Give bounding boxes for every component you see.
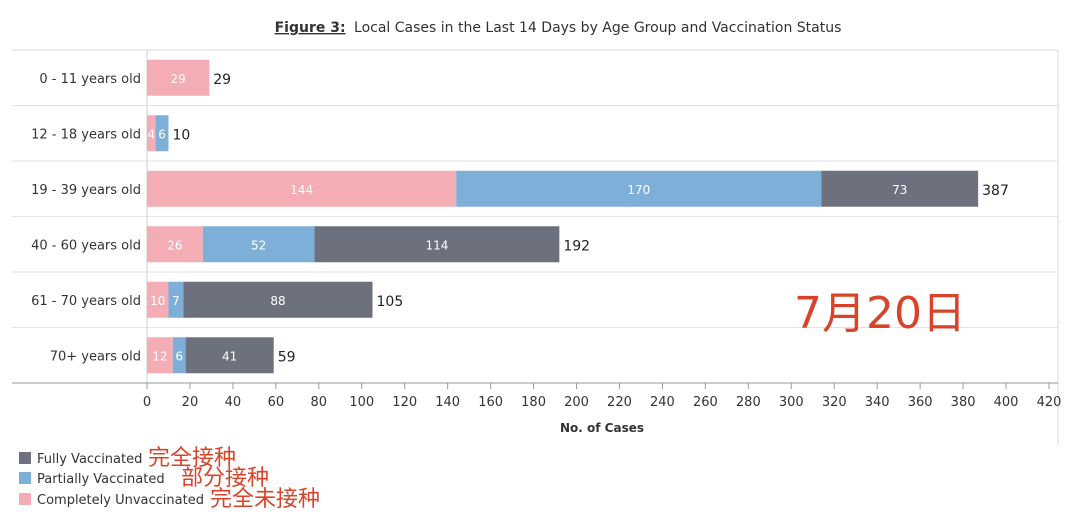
bar-segment-label: 170 bbox=[627, 183, 650, 197]
legend-label: Partially Vaccinated bbox=[37, 472, 165, 487]
bar-segment bbox=[147, 226, 203, 263]
x-tick-label: 340 bbox=[865, 395, 890, 410]
x-tick-label: 300 bbox=[779, 395, 804, 410]
bar-segment-label: 26 bbox=[167, 238, 182, 252]
category-label: 70+ years old bbox=[50, 349, 141, 364]
bar-segment bbox=[456, 170, 822, 207]
bar-segment bbox=[147, 281, 169, 318]
bar-segment-label: 12 bbox=[152, 349, 167, 363]
bar-total-label: 105 bbox=[377, 294, 404, 310]
x-tick-label: 80 bbox=[311, 395, 328, 410]
category-label: 40 - 60 years old bbox=[31, 238, 141, 253]
x-tick-label: 60 bbox=[268, 395, 285, 410]
legend-annotation: 部分接种 bbox=[181, 466, 269, 491]
bar-segment bbox=[147, 170, 457, 207]
bar-segment bbox=[314, 226, 560, 263]
x-tick-label: 260 bbox=[693, 395, 718, 410]
plot-area: 0 20 40 60 80 100 120 140 160 180 200 220 240 260 280 3… bbox=[12, 49, 1062, 445]
x-tick-label: 160 bbox=[478, 395, 503, 410]
bar-segment bbox=[172, 337, 186, 374]
bar-segment-label: 4 bbox=[147, 127, 155, 141]
bar-segment bbox=[147, 59, 210, 96]
x-tick-label: 100 bbox=[349, 395, 374, 410]
x-tick-label: 400 bbox=[994, 395, 1019, 410]
bar-segment-label: 41 bbox=[222, 349, 237, 363]
x-tick-label: 420 bbox=[1037, 395, 1062, 410]
x-tick-label: 220 bbox=[607, 395, 632, 410]
category-label: 0 - 11 years old bbox=[39, 72, 141, 87]
bar-segment-label: 73 bbox=[892, 183, 907, 197]
chart-title: Figure 3: Local Cases in the Last 14 Day… bbox=[275, 20, 842, 36]
bar-segment bbox=[202, 226, 315, 263]
bar-segment-label: 6 bbox=[175, 349, 183, 363]
legend-label: Fully Vaccinated bbox=[37, 452, 142, 467]
category-label: 12 - 18 years old bbox=[31, 127, 141, 142]
bar-segment-label: 10 bbox=[150, 294, 165, 308]
legend-annotation: 完全接种 bbox=[148, 446, 236, 471]
x-tick-label: 240 bbox=[650, 395, 675, 410]
bar-segment bbox=[821, 170, 979, 207]
bar-segment bbox=[183, 281, 373, 318]
x-tick-label: 140 bbox=[435, 395, 460, 410]
bar-segment-label: 7 bbox=[172, 294, 180, 308]
x-tick-label: 380 bbox=[951, 395, 976, 410]
x-tick-label: 200 bbox=[564, 395, 589, 410]
x-tick-label: 360 bbox=[908, 395, 933, 410]
legend-annotation: 完全未接种 bbox=[210, 487, 320, 512]
category-label: 61 - 70 years old bbox=[31, 294, 141, 309]
bar-total-label: 59 bbox=[278, 349, 296, 365]
category-label: 19 - 39 years old bbox=[31, 183, 141, 198]
date-annotation: 7月20日 bbox=[794, 288, 966, 339]
legend-swatch bbox=[19, 472, 31, 484]
x-tick-label: 120 bbox=[392, 395, 417, 410]
bar-segment-label: 88 bbox=[270, 294, 285, 308]
chart-title-text: Local Cases in the Last 14 Days by Age G… bbox=[354, 20, 841, 36]
bar-total-label: 29 bbox=[213, 72, 231, 88]
x-tick-label: 180 bbox=[521, 395, 546, 410]
x-tick-label: 0 bbox=[143, 395, 151, 410]
x-tick-label: 320 bbox=[822, 395, 847, 410]
x-tick-label: 20 bbox=[182, 395, 199, 410]
bar-segment bbox=[155, 115, 169, 152]
bar-total-label: 192 bbox=[563, 238, 590, 254]
legend-label: Completely Unvaccinated bbox=[37, 493, 204, 508]
chart-title-prefix: Figure 3: bbox=[275, 20, 346, 36]
legend-swatch bbox=[19, 452, 31, 464]
bar-segment bbox=[147, 337, 173, 374]
x-tick-label: 280 bbox=[736, 395, 761, 410]
legend-swatch bbox=[19, 493, 31, 505]
bar-segment-label: 52 bbox=[251, 238, 266, 252]
bar-total-label: 10 bbox=[172, 127, 190, 143]
bar-segment-label: 6 bbox=[158, 127, 166, 141]
bar-segment-label: 114 bbox=[425, 238, 448, 252]
bar-total-label: 387 bbox=[982, 183, 1009, 199]
bar-segment-label: 144 bbox=[290, 183, 313, 197]
bar-segment bbox=[147, 115, 156, 152]
bar-segment bbox=[168, 281, 184, 318]
x-tick-label: 40 bbox=[225, 395, 242, 410]
x-axis-label: No. of Cases bbox=[560, 421, 644, 435]
bar-segment-label: 29 bbox=[170, 72, 185, 86]
bar-segment bbox=[185, 337, 274, 374]
